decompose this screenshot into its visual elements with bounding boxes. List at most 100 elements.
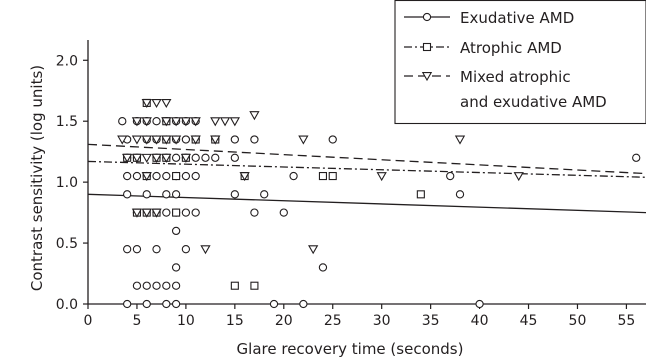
- x-tick-label: 40: [471, 313, 489, 329]
- point-circle: [279, 208, 288, 217]
- x-tick-label: 50: [569, 313, 587, 329]
- point-circle: [299, 299, 308, 309]
- point-circle: [171, 263, 181, 272]
- point-circle: [250, 208, 259, 217]
- point-circle: [191, 153, 200, 162]
- point-circle: [162, 281, 171, 290]
- point-circle: [162, 208, 171, 217]
- legend-marker-triangle-down: [421, 72, 433, 82]
- point-circle: [142, 281, 151, 290]
- point-circle: [123, 299, 132, 309]
- point-circle: [123, 190, 132, 199]
- x-tick-label: 5: [132, 313, 141, 329]
- point-triangle-down: [298, 135, 309, 145]
- point-triangle-down: [161, 135, 172, 145]
- point-triangle-down: [141, 208, 152, 218]
- x-axis-title: Glare recovery time (seconds): [237, 340, 464, 358]
- point-square: [230, 281, 239, 290]
- point-triangle-down: [170, 117, 182, 127]
- point-triangle-down: [210, 135, 221, 145]
- y-tick-label: 0.5: [56, 236, 78, 252]
- legend-label: Exudative AMD: [460, 9, 574, 27]
- point-circle: [162, 171, 171, 181]
- point-triangle-down: [454, 135, 466, 145]
- point-circle: [181, 245, 191, 254]
- y-tick-label: 0.0: [56, 297, 78, 313]
- point-triangle-down: [131, 208, 143, 218]
- point-circle: [142, 299, 151, 309]
- point-circle: [162, 190, 171, 199]
- point-triangle-down: [122, 153, 133, 163]
- point-triangle-down: [190, 117, 201, 127]
- point-triangle-down: [141, 117, 152, 127]
- point-circle: [162, 299, 171, 309]
- point-circle: [132, 281, 142, 290]
- point-triangle-down: [210, 117, 221, 127]
- point-circle: [118, 117, 127, 126]
- x-tick-label: 25: [324, 313, 342, 329]
- legend-box: [394, 0, 646, 125]
- point-triangle-down: [141, 172, 152, 182]
- point-circle: [152, 117, 161, 126]
- x-tick-label: 30: [373, 313, 391, 329]
- point-circle: [211, 153, 220, 162]
- legend-marker-circle: [422, 12, 432, 22]
- y-tick-label: 1.5: [56, 114, 78, 130]
- point-circle: [171, 190, 181, 199]
- x-tick-label: 45: [520, 313, 538, 329]
- point-triangle-down: [170, 135, 182, 145]
- point-triangle-down: [200, 245, 211, 255]
- point-square: [328, 171, 337, 181]
- point-square: [172, 208, 181, 217]
- point-circle: [123, 245, 132, 254]
- point-circle: [171, 299, 181, 309]
- point-circle: [152, 245, 161, 254]
- legend-marker-square: [422, 42, 432, 52]
- point-circle: [230, 135, 239, 144]
- point-circle: [181, 171, 191, 181]
- point-circle: [269, 299, 279, 309]
- point-triangle-down: [141, 98, 152, 109]
- point-circle: [132, 245, 142, 254]
- point-square: [416, 190, 425, 199]
- point-circle: [318, 263, 328, 272]
- x-tick-label: 10: [177, 313, 195, 329]
- point-triangle-down: [131, 153, 143, 163]
- point-circle: [181, 208, 191, 217]
- point-triangle-down: [249, 111, 260, 121]
- point-triangle-down: [219, 117, 231, 127]
- point-triangle-down: [513, 172, 524, 182]
- point-circle: [455, 190, 465, 199]
- legend: Exudative AMD Atrophic AMD Mixed atrophic a…: [394, 0, 646, 125]
- legend-label: Mixed atrophic: [460, 68, 571, 86]
- point-triangle-down: [239, 172, 250, 182]
- point-square: [318, 171, 327, 181]
- axes: 0 5 10 15 20 25 30 35 40 45 50 55 0.0 0.5 1.0 1.5 2.0: [56, 40, 646, 329]
- point-triangle-down: [180, 117, 192, 127]
- trend-line-circle: [87, 193, 646, 214]
- point-triangle-down: [229, 117, 240, 127]
- point-circle: [171, 226, 181, 236]
- legend-label: Atrophic AMD: [460, 39, 562, 57]
- point-circle: [230, 190, 239, 199]
- point-triangle-down: [308, 245, 319, 255]
- x-tick-label: 55: [618, 313, 636, 329]
- point-triangle-down: [117, 135, 128, 145]
- point-triangle-down: [180, 153, 192, 163]
- point-triangle-down: [190, 135, 201, 145]
- y-axis-title: Contrast sensitivity (log units): [28, 65, 46, 291]
- point-circle: [191, 208, 200, 217]
- trend-lines: [87, 143, 646, 214]
- point-circle: [632, 153, 641, 162]
- y-tick-label: 1.0: [56, 175, 78, 191]
- point-circle: [230, 153, 239, 162]
- point-triangle-down: [131, 117, 143, 127]
- point-circle: [328, 135, 337, 144]
- y-tick-label: 2.0: [56, 53, 78, 69]
- point-triangle-down: [151, 135, 162, 145]
- point-circle: [132, 171, 142, 181]
- point-triangle-down: [141, 135, 152, 145]
- point-circle: [475, 299, 484, 309]
- point-circle: [289, 171, 298, 181]
